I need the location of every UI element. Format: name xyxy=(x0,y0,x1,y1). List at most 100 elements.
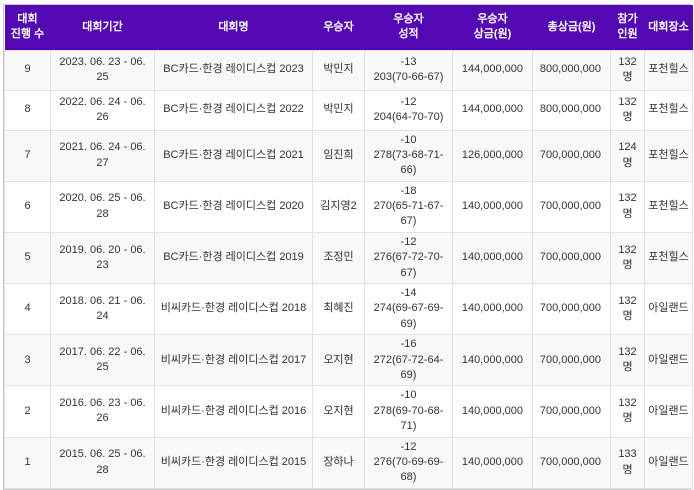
cell-participants: 132 명 xyxy=(610,283,645,336)
cell-venue: 아일랜드 xyxy=(644,334,693,387)
cell-period: 2021. 06. 24 - 06. 27 xyxy=(50,129,155,182)
cell-winner: 임진희 xyxy=(312,129,365,182)
cell-score: -13 203(70-66-67) xyxy=(364,49,453,91)
table-row: 5 2019. 06. 20 - 06. 23 BC카드·한경 레이디스컵 2019… xyxy=(4,231,693,285)
cell-venue: 아일랜드 xyxy=(644,436,693,489)
cell-venue: 포천힐스 xyxy=(644,180,693,233)
cell-name: BC카드·한경 레이디스컵 2023 xyxy=(154,49,313,91)
column-header-venue: 대회장소 xyxy=(644,5,693,50)
cell-period: 2019. 06. 20 - 06. 23 xyxy=(50,231,155,285)
cell-winner_prize: 140,000,000 xyxy=(452,334,533,387)
cell-period: 2017. 06. 22 - 06. 25 xyxy=(50,334,155,387)
cell-score: -12 276(67-72-70-67) xyxy=(364,231,453,285)
cell-period: 2016. 06. 23 - 06. 26 xyxy=(50,385,155,438)
column-header-score: 우승자 성적 xyxy=(364,5,453,50)
cell-count: 7 xyxy=(4,129,51,182)
cell-venue: 아일랜드 xyxy=(644,385,693,438)
cell-winner: 조정민 xyxy=(312,231,365,285)
cell-winner: 박민지 xyxy=(312,89,365,131)
column-header-winner: 우승자 xyxy=(312,5,365,50)
cell-participants: 133 명 xyxy=(610,436,645,489)
cell-count: 8 xyxy=(4,89,51,131)
cell-venue: 포천힐스 xyxy=(644,49,693,91)
cell-winner_prize: 140,000,000 xyxy=(452,436,533,489)
cell-participants: 124 명 xyxy=(610,129,645,182)
cell-winner_prize: 140,000,000 xyxy=(452,180,533,233)
cell-score: -10 278(73-68-71-66) xyxy=(364,129,453,182)
table-row: 4 2018. 06. 21 - 06. 24 비씨카드·한경 레이디스컵 2018… xyxy=(4,283,693,336)
cell-venue: 포천힐스 xyxy=(644,231,693,285)
cell-name: 비씨카드·한경 레이디스컵 2016 xyxy=(154,385,313,438)
cell-name: 비씨카드·한경 레이디스컵 2015 xyxy=(154,436,313,489)
page: 대회 진행 수 대회기간 대회명 우승자 우승자 성적 우승자 상금(원) 총상금(원) 참가… xyxy=(3,4,693,490)
cell-winner: 최혜진 xyxy=(312,283,365,336)
cell-total_prize: 700,000,000 xyxy=(532,283,611,336)
cell-winner_prize: 144,000,000 xyxy=(452,49,533,91)
cell-score: -14 274(69-67-69-69) xyxy=(364,283,453,336)
cell-total_prize: 800,000,000 xyxy=(532,89,611,131)
cell-winner: 박민지 xyxy=(312,49,365,91)
cell-period: 2023. 06. 23 - 06. 25 xyxy=(50,49,155,91)
cell-venue: 포천힐스 xyxy=(644,129,693,182)
table-row: 6 2020. 06. 25 - 06. 28 BC카드·한경 레이디스컵 2020… xyxy=(4,180,693,233)
cell-winner_prize: 144,000,000 xyxy=(452,89,533,131)
cell-total_prize: 700,000,000 xyxy=(532,385,611,438)
cell-winner: 오지현 xyxy=(312,334,365,387)
cell-name: 비씨카드·한경 레이디스컵 2018 xyxy=(154,283,313,336)
cell-period: 2015. 06. 25 - 06. 28 xyxy=(50,436,155,489)
column-header-winner_prize: 우승자 상금(원) xyxy=(452,5,533,50)
cell-winner_prize: 140,000,000 xyxy=(452,385,533,438)
cell-score: -16 272(67-72-64-69) xyxy=(364,334,453,387)
tournament-history-table-container: 대회 진행 수 대회기간 대회명 우승자 우승자 성적 우승자 상금(원) 총상금(원) 참가… xyxy=(3,4,693,490)
cell-score: -18 270(65-71-67-67) xyxy=(364,180,453,233)
table-header: 대회 진행 수 대회기간 대회명 우승자 우승자 성적 우승자 상금(원) 총상금(원) 참가… xyxy=(4,5,693,50)
cell-participants: 132 명 xyxy=(610,334,645,387)
column-header-total_prize: 총상금(원) xyxy=(532,5,611,50)
cell-total_prize: 700,000,000 xyxy=(532,436,611,489)
cell-participants: 132 명 xyxy=(610,89,645,131)
cell-winner: 장하나 xyxy=(312,436,365,489)
tournament-history-table: 대회 진행 수 대회기간 대회명 우승자 우승자 성적 우승자 상금(원) 총상금(원) 참가… xyxy=(4,5,693,489)
cell-participants: 132 명 xyxy=(610,49,645,91)
cell-winner: 오지현 xyxy=(312,385,365,438)
column-header-period: 대회기간 xyxy=(50,5,155,50)
cell-count: 4 xyxy=(4,283,51,336)
cell-total_prize: 700,000,000 xyxy=(532,180,611,233)
column-header-count: 대회 진행 수 xyxy=(4,5,51,50)
table-row: 8 2022. 06. 24 - 06. 26 BC카드·한경 레이디스컵 2022… xyxy=(4,89,693,131)
cell-winner: 김지영2 xyxy=(312,180,365,233)
cell-count: 2 xyxy=(4,385,51,438)
cell-winner_prize: 140,000,000 xyxy=(452,283,533,336)
cell-participants: 132 명 xyxy=(610,180,645,233)
cell-score: -12 276(70-69-69-68) xyxy=(364,436,453,489)
cell-period: 2022. 06. 24 - 06. 26 xyxy=(50,89,155,131)
header-row: 대회 진행 수 대회기간 대회명 우승자 우승자 성적 우승자 상금(원) 총상금(원) 참가… xyxy=(4,5,693,50)
cell-total_prize: 700,000,000 xyxy=(532,129,611,182)
cell-total_prize: 800,000,000 xyxy=(532,49,611,91)
cell-winner_prize: 140,000,000 xyxy=(452,231,533,285)
cell-winner_prize: 126,000,000 xyxy=(452,129,533,182)
cell-score: -12 204(64-70-70) xyxy=(364,89,453,131)
cell-name: BC카드·한경 레이디스컵 2022 xyxy=(154,89,313,131)
table-body: 9 2023. 06. 23 - 06. 25 BC카드·한경 레이디스컵 2023… xyxy=(4,49,693,489)
cell-count: 1 xyxy=(4,436,51,489)
table-row: 3 2017. 06. 22 - 06. 25 비씨카드·한경 레이디스컵 2017… xyxy=(4,334,693,387)
cell-name: BC카드·한경 레이디스컵 2019 xyxy=(154,231,313,285)
column-header-participants: 참가 인원 xyxy=(610,5,645,50)
cell-period: 2020. 06. 25 - 06. 28 xyxy=(50,180,155,233)
cell-participants: 132 명 xyxy=(610,385,645,438)
cell-count: 9 xyxy=(4,49,51,91)
cell-score: -10 278(69-70-68-71) xyxy=(364,385,453,438)
cell-total_prize: 700,000,000 xyxy=(532,334,611,387)
cell-venue: 아일랜드 xyxy=(644,283,693,336)
cell-count: 3 xyxy=(4,334,51,387)
cell-total_prize: 700,000,000 xyxy=(532,231,611,285)
cell-name: BC카드·한경 레이디스컵 2021 xyxy=(154,129,313,182)
cell-name: 비씨카드·한경 레이디스컵 2017 xyxy=(154,334,313,387)
cell-participants: 132 명 xyxy=(610,231,645,285)
table-row: 9 2023. 06. 23 - 06. 25 BC카드·한경 레이디스컵 2023… xyxy=(4,49,693,91)
table-row: 2 2016. 06. 23 - 06. 26 비씨카드·한경 레이디스컵 2016… xyxy=(4,385,693,438)
cell-count: 6 xyxy=(4,180,51,233)
cell-venue: 포천힐스 xyxy=(644,89,693,131)
table-row: 7 2021. 06. 24 - 06. 27 BC카드·한경 레이디스컵 2021… xyxy=(4,129,693,182)
